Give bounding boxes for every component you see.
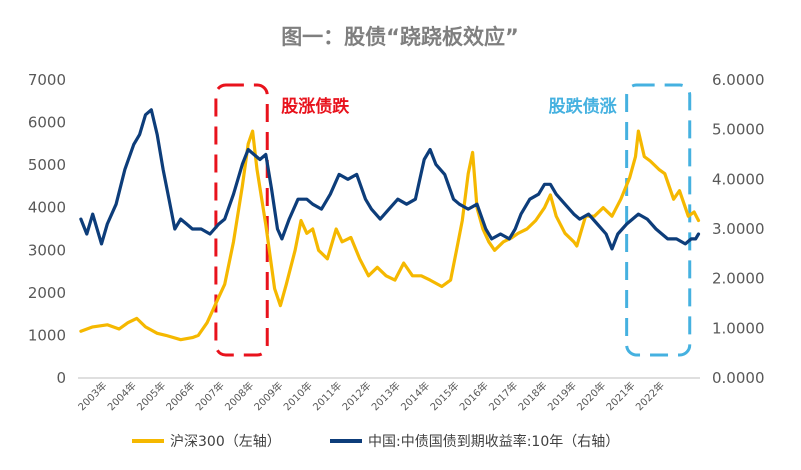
x-tick-label: 2018年 — [515, 379, 549, 413]
right-tick-label: 3.0000 — [712, 220, 765, 238]
x-tick-label: 2009年 — [251, 379, 285, 413]
x-tick-label: 2004年 — [105, 379, 139, 413]
x-tick-label: 2010年 — [281, 379, 315, 413]
left-tick-label: 5000 — [28, 156, 66, 174]
right-tick-label: 4.0000 — [712, 170, 765, 188]
right-tick-label: 1.0000 — [712, 319, 765, 337]
x-tick-label: 2014年 — [398, 379, 432, 413]
x-tick-label: 2015年 — [427, 379, 461, 413]
csi300-line — [79, 129, 701, 342]
annotation-box — [214, 83, 269, 357]
x-tick-label: 2013年 — [369, 379, 403, 413]
x-tick-label: 2008年 — [222, 379, 256, 413]
chart-title: 图一：股债“跷跷板效应” — [281, 25, 519, 49]
left-tick-label: 6000 — [28, 114, 66, 132]
right-axis: 0.0000 1.0000 2.0000 3.0000 4.0000 5.0000 6.00… — [712, 71, 765, 387]
x-tick-label: 2003年 — [75, 379, 109, 413]
annotation-box — [625, 83, 692, 357]
left-tick-label: 0 — [56, 369, 66, 387]
cgb-10y-yield-line — [79, 108, 701, 251]
left-tick-label: 1000 — [28, 326, 66, 344]
legend-label: 中国:中债国债到期收益率:10年（右轴） — [368, 433, 619, 450]
left-tick-label: 7000 — [28, 71, 66, 89]
x-tick-label: 2019年 — [545, 379, 579, 413]
left-tick-label: 2000 — [28, 284, 66, 302]
x-tick-label: 2012年 — [339, 379, 373, 413]
left-tick-label: 3000 — [28, 241, 66, 259]
x-tick-label: 2016年 — [457, 379, 491, 413]
x-axis: 2003年2004年2005年2006年2007年2008年2009年2010年… — [75, 377, 700, 413]
legend-label: 沪深300（左轴） — [170, 434, 281, 450]
right-tick-label: 6.0000 — [712, 71, 765, 89]
left-tick-label: 4000 — [28, 199, 66, 217]
annotations: 股涨债跌 股跌债涨 — [214, 83, 692, 357]
legend: 沪深300（左轴） 中国:中债国债到期收益率:10年（右轴） — [132, 433, 619, 450]
annotation-label: 股跌债涨 — [549, 96, 617, 117]
x-tick-label: 2021年 — [603, 379, 637, 413]
x-tick-label: 2005年 — [134, 379, 168, 413]
x-tick-label: 2006年 — [163, 379, 197, 413]
x-tick-label: 2011年 — [310, 379, 344, 413]
right-tick-label: 2.0000 — [712, 270, 765, 288]
right-tick-label: 0.0000 — [712, 369, 765, 387]
x-tick-label: 2007年 — [193, 379, 227, 413]
series-lines — [79, 108, 701, 342]
right-tick-label: 5.0000 — [712, 121, 765, 139]
x-tick-label: 2020年 — [574, 379, 608, 413]
left-axis: 0 1000 2000 3000 4000 5000 6000 7000 — [28, 71, 66, 387]
x-tick-label: 2017年 — [486, 379, 520, 413]
x-tick-label: 2022年 — [633, 379, 667, 413]
annotation-label: 股涨债跌 — [281, 96, 350, 117]
